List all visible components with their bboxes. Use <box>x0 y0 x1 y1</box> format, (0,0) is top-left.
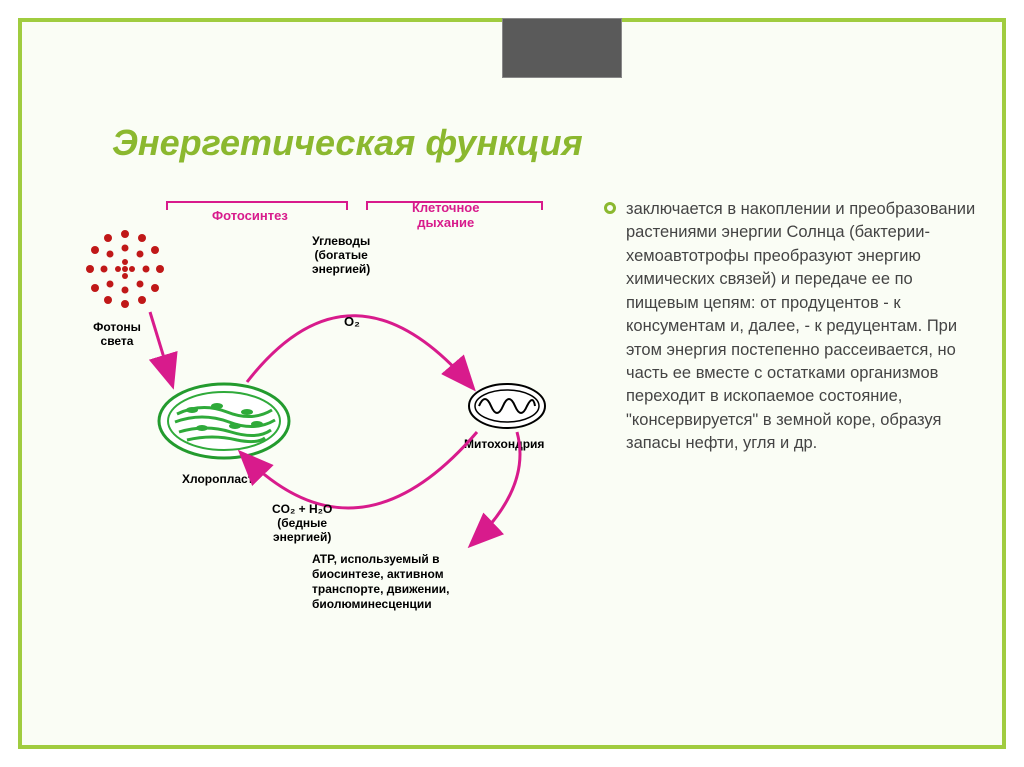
decorative-tab <box>502 18 622 78</box>
body-text: заключается в накоплении и преобразовани… <box>626 198 986 456</box>
atp-label: ATP, используемый в биосинтезе, активном… <box>312 552 450 612</box>
slide-frame: Энергетическая функция заключается в нак… <box>18 18 1006 749</box>
co2-h2o-label: CO₂ + H₂O (бедные энергией) <box>272 502 332 544</box>
respiration-label: Клеточное дыхание <box>412 200 479 230</box>
energy-diagram: Фотоны света Хлоропласт <box>72 192 592 642</box>
o2-label: O₂ <box>344 314 360 329</box>
carbohydrates-label: Углеводы (богатые энергией) <box>312 234 370 276</box>
slide-title: Энергетическая функция <box>112 122 583 164</box>
bullet-icon <box>604 202 616 214</box>
photosynthesis-label: Фотосинтез <box>212 208 288 223</box>
